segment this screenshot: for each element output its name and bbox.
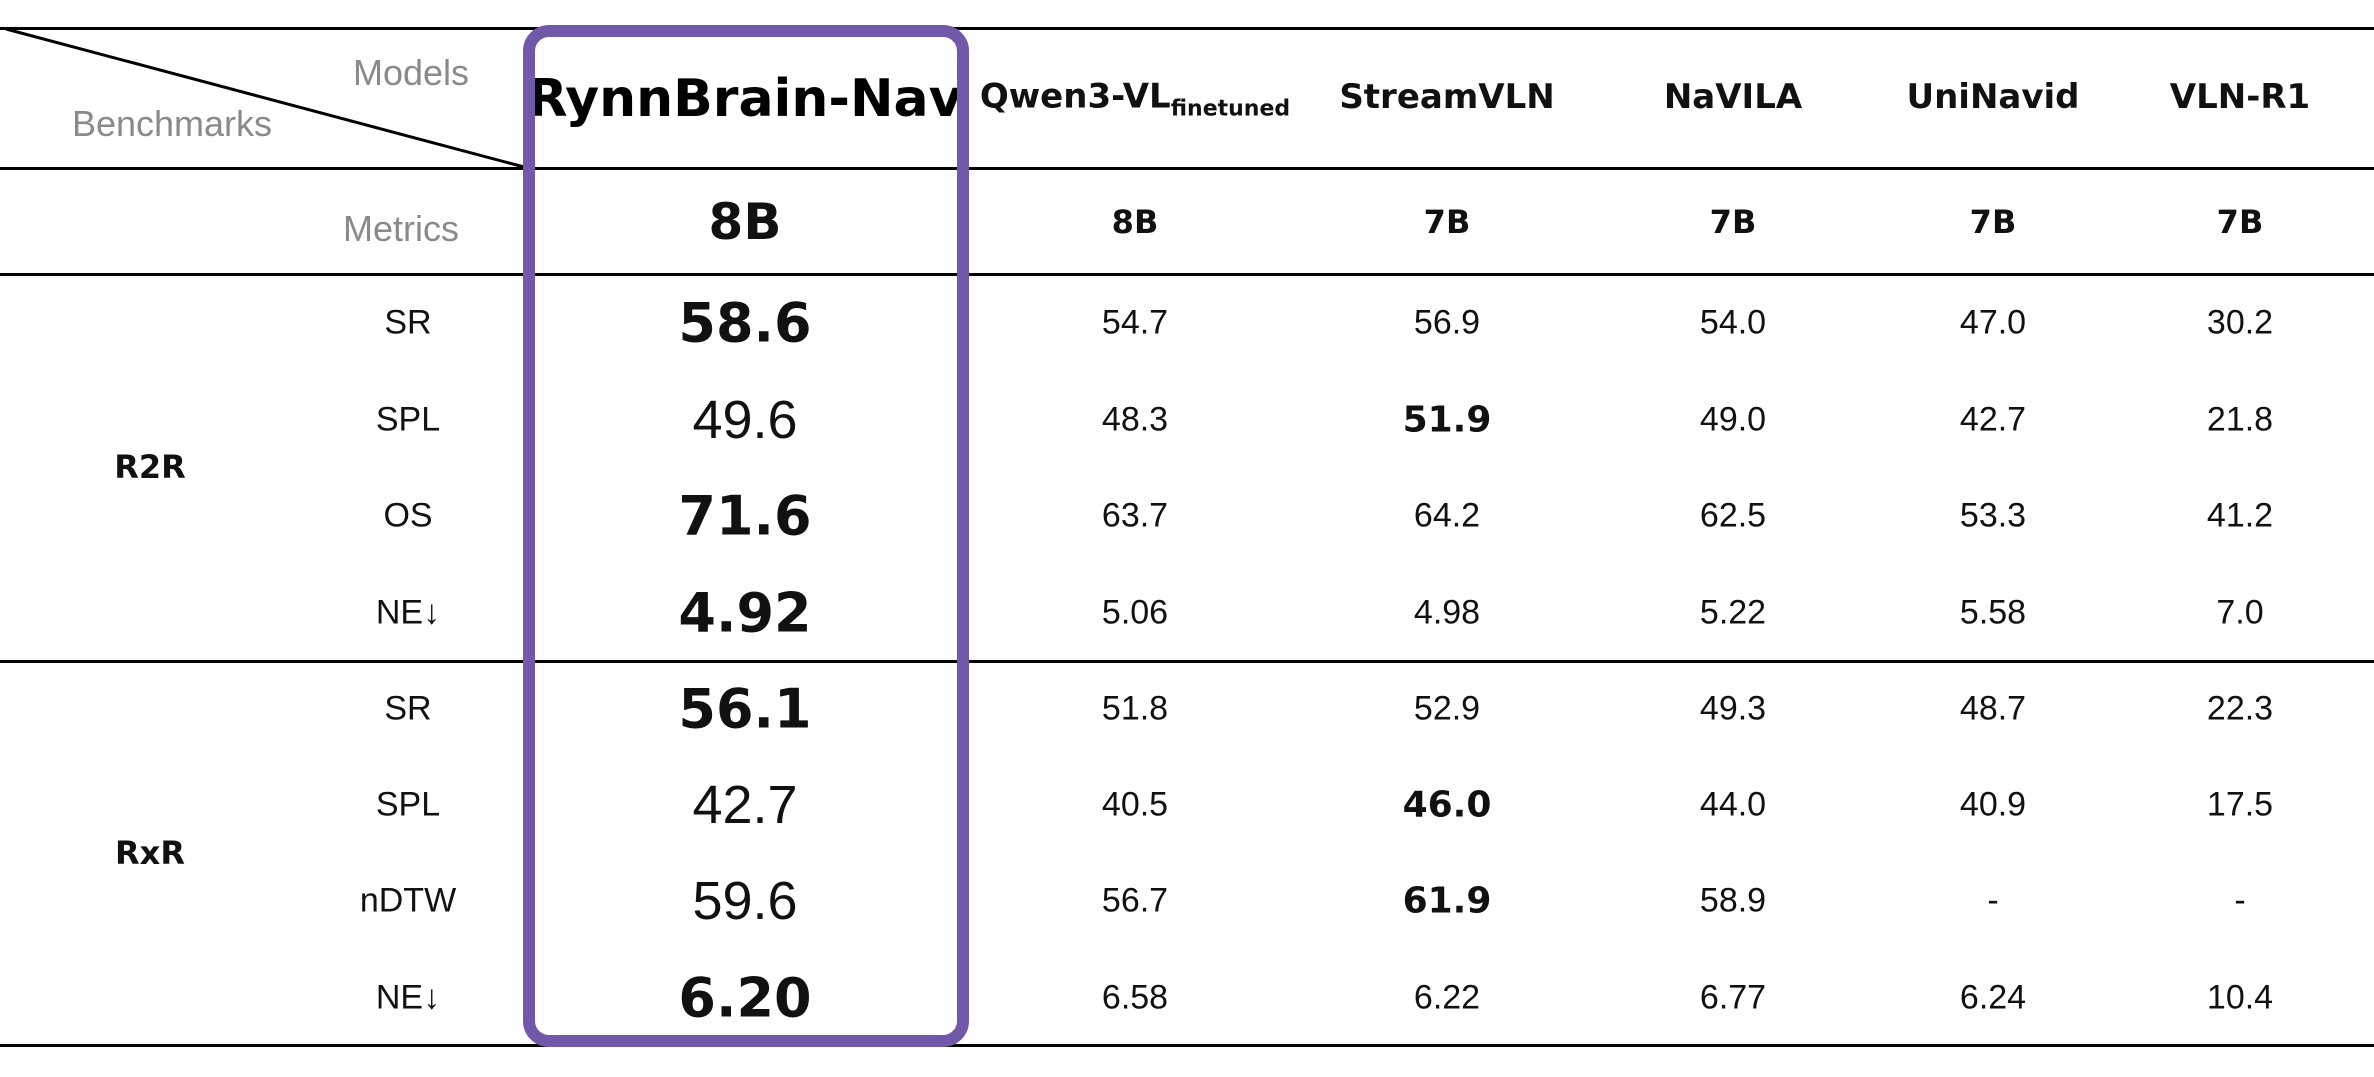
header-rule bbox=[0, 167, 2374, 170]
model-name: Qwen3-VL bbox=[979, 76, 1171, 117]
highlighted-value-cell: 58.6 bbox=[678, 291, 812, 355]
value-cell: 47.0 bbox=[1959, 303, 2027, 342]
metric-label: SPL bbox=[375, 400, 441, 439]
value-cell: 42.7 bbox=[1959, 400, 2027, 439]
value-cell: 62.5 bbox=[1699, 496, 1767, 535]
header-diagonal-line bbox=[5, 27, 525, 169]
highlighted-value-cell: 71.6 bbox=[678, 484, 812, 548]
metric-label: SR bbox=[384, 303, 432, 342]
value-cell: 54.0 bbox=[1699, 303, 1767, 342]
value-cell: 21.8 bbox=[2206, 400, 2274, 439]
highlighted-value-cell: 56.1 bbox=[678, 677, 812, 741]
value-cell: 46.0 bbox=[1402, 784, 1492, 826]
highlighted-value-cell: 59.6 bbox=[692, 871, 798, 931]
value-cell: 49.3 bbox=[1699, 689, 1767, 728]
highlighted-model-size: 8B bbox=[708, 193, 782, 251]
value-cell: 53.3 bbox=[1959, 496, 2027, 535]
model-header-vln-r1: VLN-R1 bbox=[2169, 77, 2311, 117]
value-cell: 56.7 bbox=[1101, 881, 1169, 920]
value-cell: 6.22 bbox=[1413, 978, 1481, 1017]
model-subscript: finetuned bbox=[1170, 96, 1291, 122]
metrics-label: Metrics bbox=[343, 208, 459, 249]
metric-label: nDTW bbox=[359, 881, 457, 920]
bottom-rule bbox=[0, 1044, 2374, 1047]
group-separator-rule bbox=[0, 660, 2374, 663]
value-cell: 49.0 bbox=[1699, 400, 1767, 439]
model-size-vln-r1: 7B bbox=[2216, 203, 2264, 241]
value-cell: 48.7 bbox=[1959, 689, 2027, 728]
value-cell: 63.7 bbox=[1101, 496, 1169, 535]
value-cell: 5.22 bbox=[1699, 593, 1767, 632]
model-header-streamvln: StreamVLN bbox=[1339, 77, 1555, 117]
value-cell: 51.9 bbox=[1402, 399, 1492, 441]
value-cell: 52.9 bbox=[1413, 689, 1481, 728]
model-header-navila: NaVILA bbox=[1663, 77, 1803, 117]
value-cell: 61.9 bbox=[1402, 880, 1492, 922]
metric-label: NE↓ bbox=[375, 593, 441, 632]
value-cell: 56.9 bbox=[1413, 303, 1481, 342]
highlight-box bbox=[523, 25, 969, 1047]
value-cell: - bbox=[2234, 881, 2246, 920]
value-cell: 48.3 bbox=[1101, 400, 1169, 439]
top-rule bbox=[0, 27, 2374, 30]
value-cell: 6.24 bbox=[1959, 978, 2027, 1017]
highlighted-value-cell: 4.92 bbox=[678, 581, 812, 645]
metric-label: SPL bbox=[375, 785, 441, 824]
model-size-navila: 7B bbox=[1709, 203, 1757, 241]
value-cell: 64.2 bbox=[1413, 496, 1481, 535]
value-cell: 40.5 bbox=[1101, 785, 1169, 824]
benchmark-label-rxr: RxR bbox=[115, 834, 185, 872]
metrics-rule bbox=[0, 273, 2374, 276]
model-size-qwen3-vl: 8B bbox=[1111, 203, 1159, 241]
highlighted-value-cell: 6.20 bbox=[678, 966, 812, 1030]
highlighted-model-name: RynnBrain-Nav bbox=[527, 69, 963, 129]
value-cell: 17.5 bbox=[2206, 785, 2274, 824]
highlighted-value-cell: 49.6 bbox=[692, 390, 798, 450]
metric-label: NE↓ bbox=[375, 978, 441, 1017]
value-cell: 54.7 bbox=[1101, 303, 1169, 342]
value-cell: 7.0 bbox=[2216, 593, 2264, 632]
value-cell: 6.58 bbox=[1101, 978, 1169, 1017]
value-cell: 6.77 bbox=[1699, 978, 1767, 1017]
value-cell: 4.98 bbox=[1413, 593, 1481, 632]
value-cell: 10.4 bbox=[2206, 978, 2274, 1017]
value-cell: 30.2 bbox=[2206, 303, 2274, 342]
value-cell: 41.2 bbox=[2206, 496, 2274, 535]
benchmark-label-r2r: R2R bbox=[114, 448, 186, 486]
model-header-uninavid: UniNavid bbox=[1906, 77, 2080, 117]
value-cell: 51.8 bbox=[1101, 689, 1169, 728]
value-cell: 22.3 bbox=[2206, 689, 2274, 728]
value-cell: 5.06 bbox=[1101, 593, 1169, 632]
value-cell: - bbox=[1987, 881, 1999, 920]
metric-label: OS bbox=[383, 496, 433, 535]
models-label: Models bbox=[352, 52, 470, 93]
metric-label: SR bbox=[384, 689, 432, 728]
value-cell: 58.9 bbox=[1699, 881, 1767, 920]
value-cell: 5.58 bbox=[1959, 593, 2027, 632]
model-size-uninavid: 7B bbox=[1969, 203, 2017, 241]
benchmarks-label: Benchmarks bbox=[71, 103, 273, 144]
value-cell: 44.0 bbox=[1699, 785, 1767, 824]
model-size-streamvln: 7B bbox=[1423, 203, 1471, 241]
value-cell: 40.9 bbox=[1959, 785, 2027, 824]
model-header-qwen3-vl: Qwen3-VLfinetuned bbox=[980, 77, 1290, 122]
highlighted-value-cell: 42.7 bbox=[692, 775, 798, 835]
